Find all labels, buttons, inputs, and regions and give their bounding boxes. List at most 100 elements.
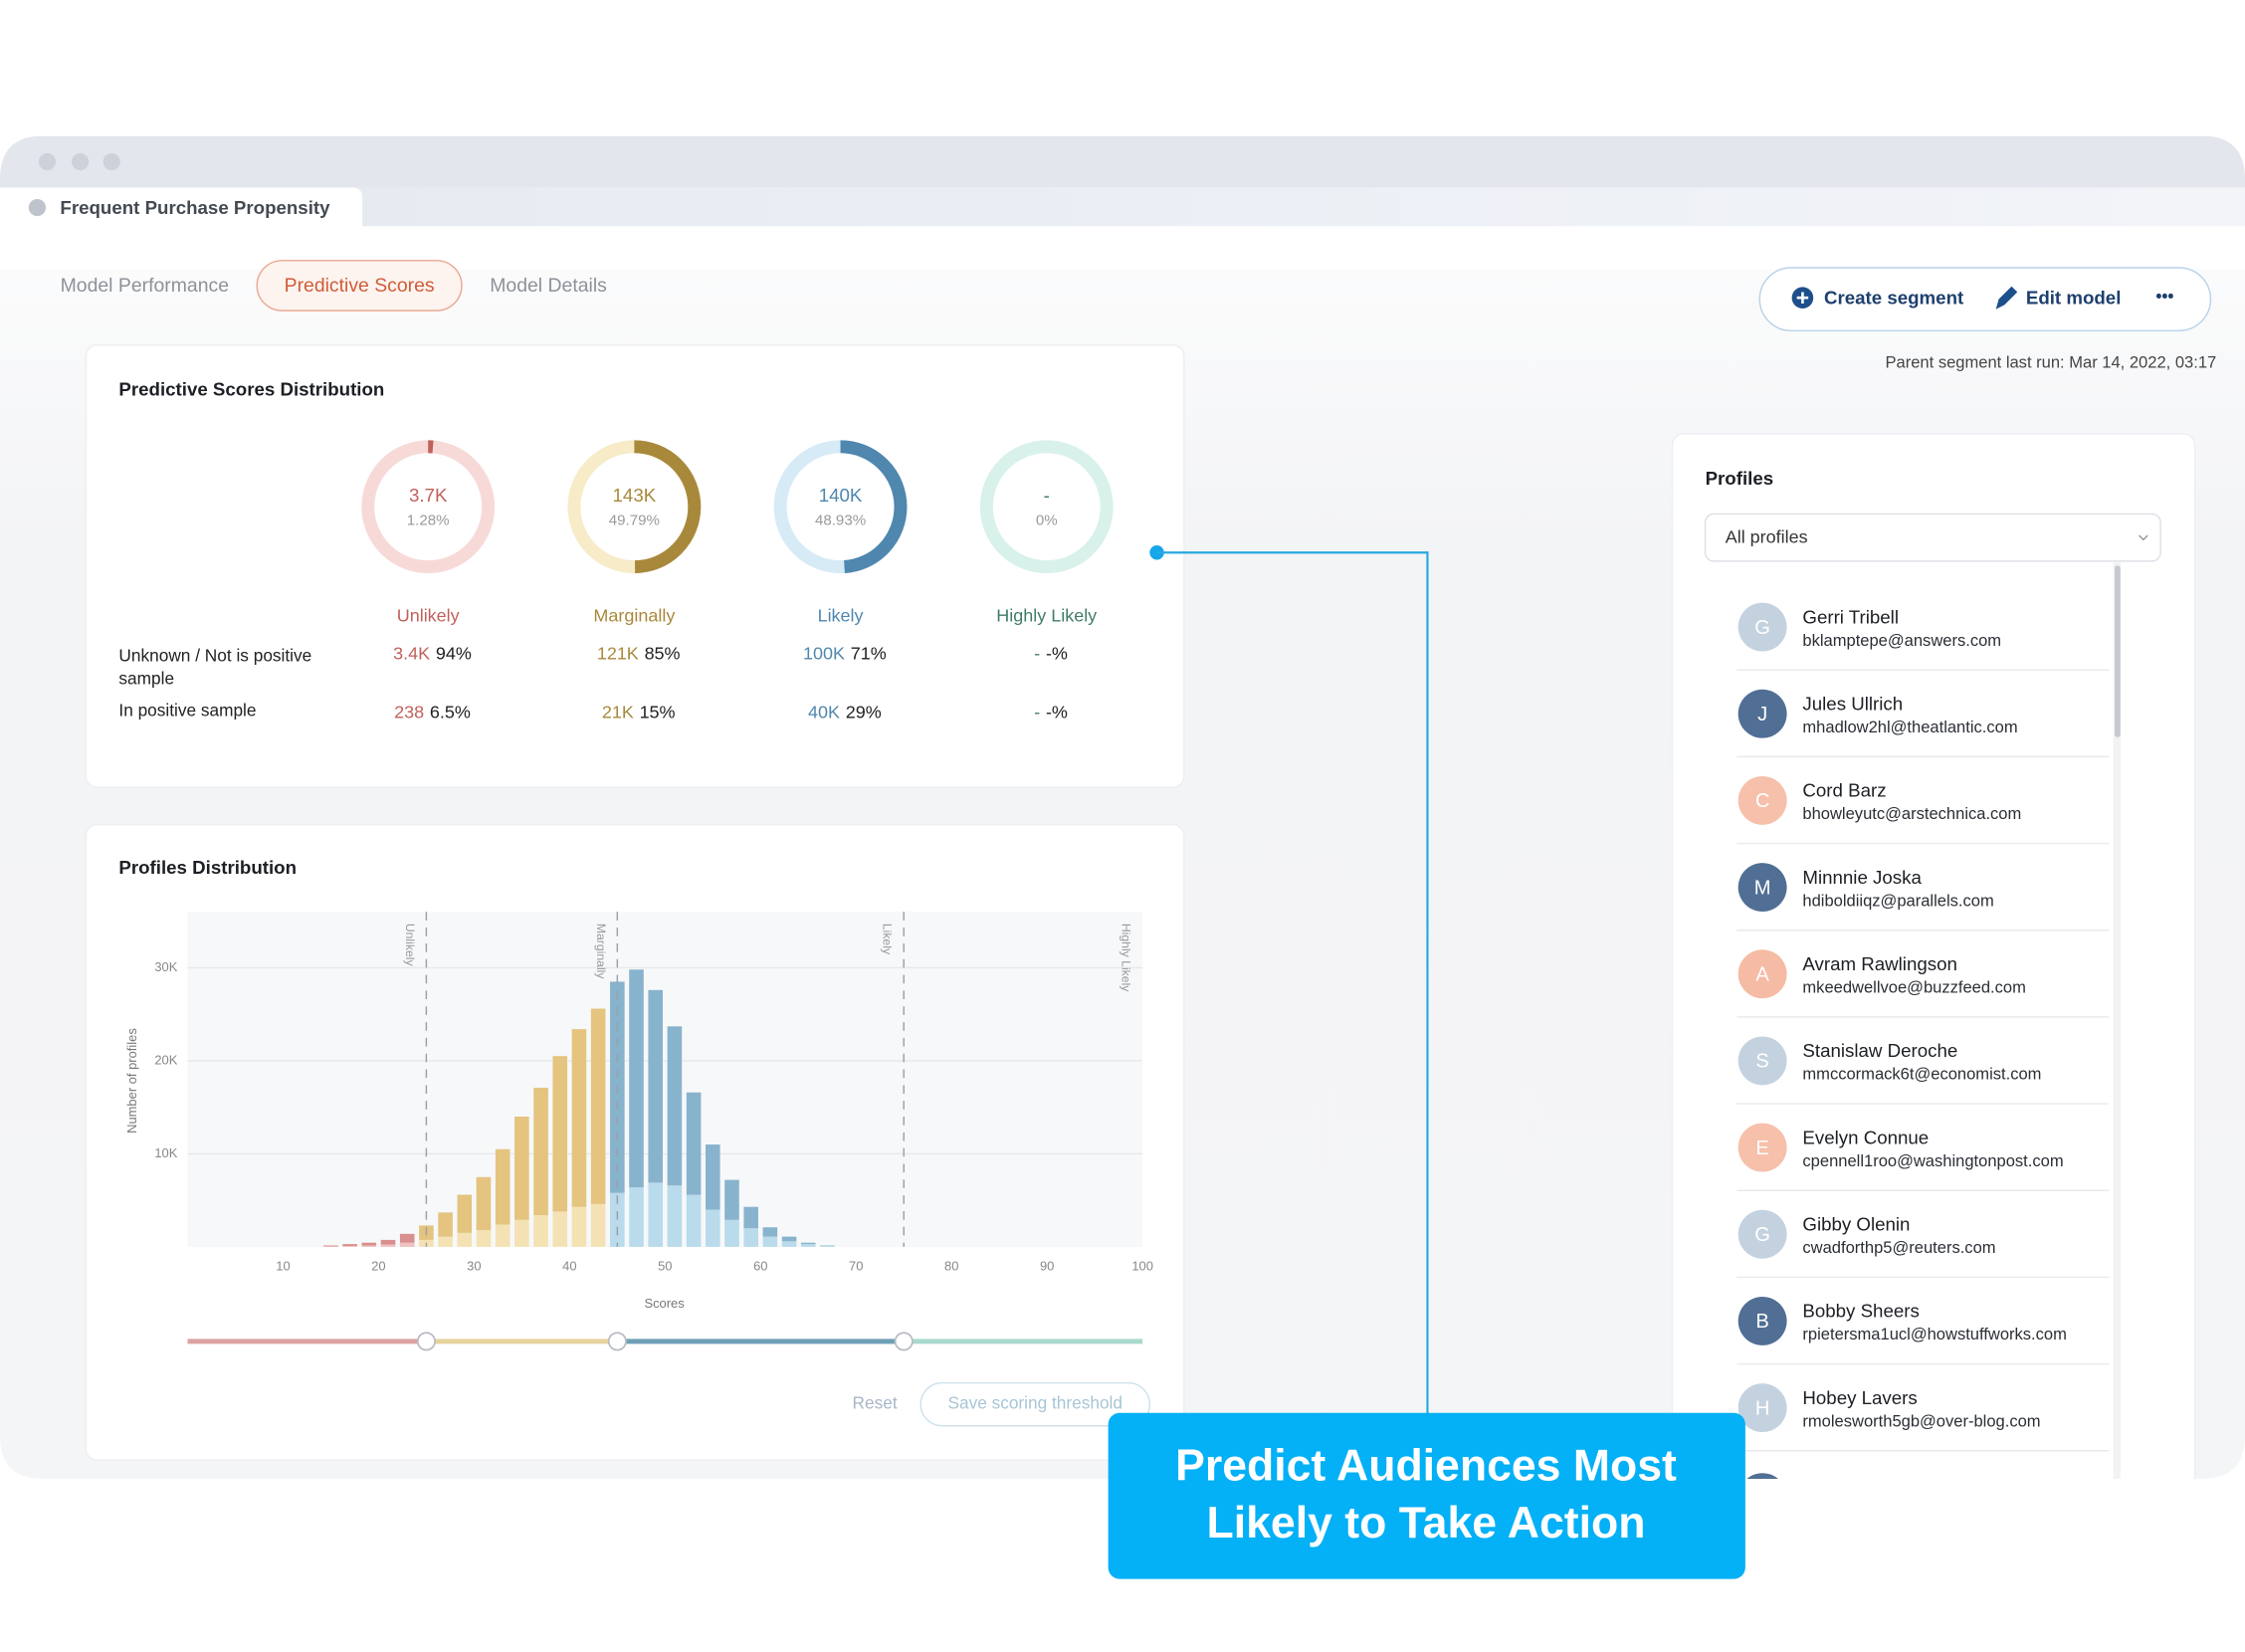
bar-segment	[781, 1241, 797, 1247]
donut-share: 49.79%	[609, 513, 660, 529]
profile-email: mmccormack6t@economist.com	[1802, 1065, 2041, 1084]
reset-button[interactable]: Reset	[853, 1393, 898, 1413]
tab[interactable]: Model Performance	[61, 275, 229, 297]
x-tick-label: 60	[753, 1258, 767, 1273]
donut-arc	[361, 440, 496, 574]
profile-name[interactable]: Stanislaw Deroche	[1802, 1040, 1957, 1061]
donut-arc	[773, 440, 908, 574]
y-tick-label: 30K	[154, 959, 177, 974]
bar-segment	[571, 1206, 587, 1247]
percent: 71%	[851, 643, 887, 663]
bar-segment	[648, 1182, 664, 1247]
profiles-filter[interactable]	[1704, 513, 2161, 562]
bar-segment	[590, 1008, 606, 1204]
x-tick-label: 10	[276, 1258, 290, 1273]
slider-knob[interactable]	[607, 1332, 627, 1351]
group-row-value: 238 6.5%	[394, 702, 471, 722]
profile-name[interactable]: Cord Barz	[1802, 780, 1886, 801]
tab-pill[interactable]	[256, 260, 463, 311]
save-button-bg[interactable]	[919, 1381, 1151, 1427]
edit-model[interactable]: Edit model	[2026, 288, 2122, 309]
title-bar	[0, 135, 2245, 188]
profiles-title: Profiles	[1706, 468, 1774, 489]
donut-share: 48.93%	[815, 513, 866, 529]
profile-name[interactable]: Gerri Tribell	[1802, 606, 1899, 627]
window-dot	[102, 152, 120, 171]
bar-segment	[514, 1117, 529, 1220]
avatar	[1737, 863, 1787, 913]
count: 21K	[602, 702, 634, 722]
more-menu[interactable]: •••	[2155, 287, 2173, 307]
browser-tab[interactable]	[0, 187, 363, 228]
chevron	[2139, 534, 2148, 541]
window-dot	[38, 152, 57, 171]
bar-segment	[323, 1245, 338, 1247]
profile-email: mkeedwellvoe@buzzfeed.com	[1802, 977, 2025, 996]
bar-segment	[820, 1245, 835, 1247]
bar-segment	[781, 1236, 797, 1242]
bar-segment	[590, 1203, 606, 1247]
bar-segment	[667, 1185, 683, 1247]
profile-name[interactable]: Minnnie Joska	[1802, 867, 1922, 888]
profile-list: G Gerri Tribell bklamptepe@answers.com J Jul…	[1736, 602, 2110, 1452]
connector-line	[1156, 551, 1429, 1415]
x-tick-label: 30	[467, 1258, 481, 1273]
profile-name[interactable]: Gibby Olenin	[1802, 1214, 1910, 1235]
x-tick-label: 100	[1131, 1258, 1153, 1273]
tab[interactable]: Predictive Scores	[285, 275, 435, 297]
bar-segment	[533, 1088, 548, 1216]
slider-knob[interactable]	[894, 1332, 914, 1351]
tab-icon	[28, 198, 47, 217]
save-button[interactable]: Save scoring threshold	[947, 1393, 1122, 1413]
avatar-initial: M	[1754, 877, 1771, 899]
bar-segment	[495, 1224, 510, 1247]
profile-name[interactable]: Avram Rawlingson	[1802, 953, 1956, 974]
avatar	[1737, 1383, 1787, 1433]
bar-segment	[686, 1092, 702, 1195]
percent: 94%	[436, 643, 472, 663]
category-label: Highly Likely	[1120, 924, 1133, 992]
group-row-value: 100K 71%	[803, 643, 887, 663]
slider-knob[interactable]	[416, 1332, 436, 1351]
bar-segment	[743, 1228, 758, 1247]
bar-segment	[476, 1176, 492, 1231]
profiles-card	[1671, 433, 2196, 1479]
avatar-initial: B	[1755, 1311, 1768, 1333]
profile-name[interactable]: Hobey Lavers	[1802, 1387, 1917, 1408]
tab-strip	[0, 187, 2245, 228]
avatar-initial: G	[1754, 617, 1770, 639]
y-axis-label: Number of profiles	[124, 1028, 139, 1134]
avatar	[1737, 775, 1787, 825]
y-tick-label: 20K	[154, 1052, 177, 1067]
profile-name[interactable]: Bobby Sheers	[1802, 1301, 1919, 1322]
group-row-value: 3.4K 94%	[393, 643, 472, 663]
y-tick-label: 10K	[154, 1145, 177, 1160]
profile-name[interactable]: Jules Ullrich	[1802, 694, 1903, 715]
donuts: 3.7K 1.28% Unlikely 3.4K 94% 238 6.5% 143K 49.79…	[361, 440, 1114, 722]
plus-sign	[1796, 292, 1809, 304]
group-name: Highly Likely	[996, 606, 1097, 626]
avatar-initial: C	[1755, 790, 1770, 812]
group-row-value: 21K 15%	[602, 702, 676, 722]
group-row-value: 40K 29%	[808, 702, 882, 722]
count: 3.4K	[393, 643, 430, 663]
donut-total: 3.7K	[409, 485, 448, 506]
avatar	[1737, 949, 1787, 999]
browser-window: Frequent Purchase Propensity Model Perfo…	[0, 135, 2245, 1479]
profile-name[interactable]: Evelyn Connue	[1802, 1127, 1929, 1147]
avatar-initial: A	[1755, 963, 1769, 985]
bar-segment	[762, 1236, 778, 1247]
tab[interactable]: Model Details	[490, 275, 607, 297]
avatar-initial: E	[1755, 1137, 1768, 1159]
count: 100K	[803, 643, 845, 663]
scroll-track	[2113, 562, 2121, 1479]
bar-segment	[705, 1209, 720, 1247]
callout-box	[1108, 1412, 1745, 1579]
histogram: 10K 20K 30K 10 20 30 40 50 60 70 80 90 100 Unlikely Ma…	[154, 912, 1153, 1351]
create-segment[interactable]: Create segment	[1824, 288, 1963, 309]
avatar-initial: H	[1755, 1397, 1770, 1419]
bar-segment	[743, 1206, 758, 1229]
group-name: Likely	[818, 606, 864, 626]
scroll-thumb[interactable]	[2115, 565, 2121, 737]
bar-segment	[552, 1211, 568, 1247]
